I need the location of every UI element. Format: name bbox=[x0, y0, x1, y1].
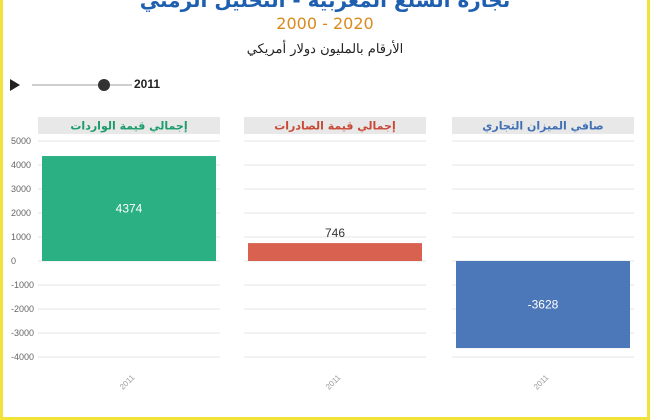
bar[interactable] bbox=[248, 243, 422, 261]
bar[interactable] bbox=[42, 156, 216, 261]
data-label: -3628 bbox=[528, 298, 559, 312]
y-tick-label: 3000 bbox=[11, 184, 31, 194]
year-slider-handle[interactable] bbox=[98, 79, 110, 91]
y-tick-label: -1000 bbox=[11, 280, 34, 290]
y-tick-label: 5000 bbox=[11, 136, 31, 146]
y-tick-label: -4000 bbox=[11, 352, 34, 362]
y-tick-label: 1000 bbox=[11, 232, 31, 242]
year-slider-track[interactable] bbox=[32, 84, 132, 86]
year-range: 2000 - 2020 bbox=[276, 14, 374, 33]
page-title: تجارة السلع المغربية - التحليل الزمني bbox=[139, 0, 511, 12]
bar[interactable] bbox=[456, 261, 630, 349]
data-label: 4374 bbox=[116, 202, 143, 216]
data-label: 746 bbox=[325, 226, 345, 240]
panel-title: صافي الميزان التجاري bbox=[482, 120, 603, 133]
panel-header bbox=[38, 117, 220, 134]
panel-title: إجمالي قيمة الصادرات bbox=[274, 120, 396, 133]
x-tick-label: 2011 bbox=[324, 373, 343, 392]
panel-header bbox=[244, 117, 426, 134]
y-tick-label: -2000 bbox=[11, 304, 34, 314]
panel-title: إجمالي قيمة الواردات bbox=[70, 120, 187, 133]
current-year-label: 2011 bbox=[134, 77, 161, 91]
units-subtitle: الأرقام بالمليون دولار أمريكي bbox=[246, 42, 404, 57]
y-tick-label: 2000 bbox=[11, 208, 31, 218]
panel-header bbox=[452, 117, 634, 134]
y-tick-label: 0 bbox=[11, 256, 16, 266]
y-tick-label: -3000 bbox=[11, 328, 34, 338]
year-player: 2011 bbox=[10, 75, 180, 95]
play-icon[interactable] bbox=[10, 79, 20, 91]
x-tick-label: 2011 bbox=[532, 373, 551, 392]
x-tick-label: 2011 bbox=[118, 373, 137, 392]
y-tick-label: 4000 bbox=[11, 160, 31, 170]
